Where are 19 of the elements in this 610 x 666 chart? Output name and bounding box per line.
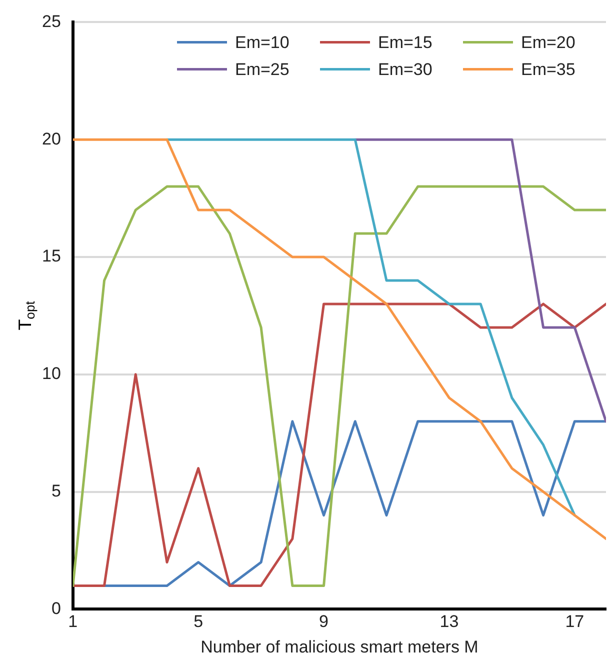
x-axis-title: Number of malicious smart meters M <box>200 637 478 656</box>
y-tick-label: 0 <box>51 598 61 618</box>
legend-label: Em=20 <box>521 32 576 52</box>
x-tick-label: 9 <box>319 612 329 632</box>
y-tick-label: 5 <box>51 481 61 500</box>
legend-label: Em=35 <box>521 60 576 79</box>
x-tick-label: 5 <box>194 612 204 632</box>
legend-label: Em=15 <box>378 32 432 52</box>
x-tick-label: 1 <box>68 612 78 632</box>
legend-label: Em=30 <box>378 60 432 79</box>
y-axis-title: Topt <box>14 300 38 330</box>
legend-label: Em=25 <box>235 60 290 79</box>
y-tick-label: 15 <box>42 246 61 266</box>
y-tick-label: 10 <box>42 364 61 384</box>
x-tick-label: 17 <box>565 612 584 632</box>
y-tick-label: 20 <box>42 129 61 148</box>
y-tick-label: 25 <box>42 12 61 31</box>
x-tick-label: 13 <box>440 612 459 632</box>
legend-label: Em=10 <box>235 32 290 52</box>
